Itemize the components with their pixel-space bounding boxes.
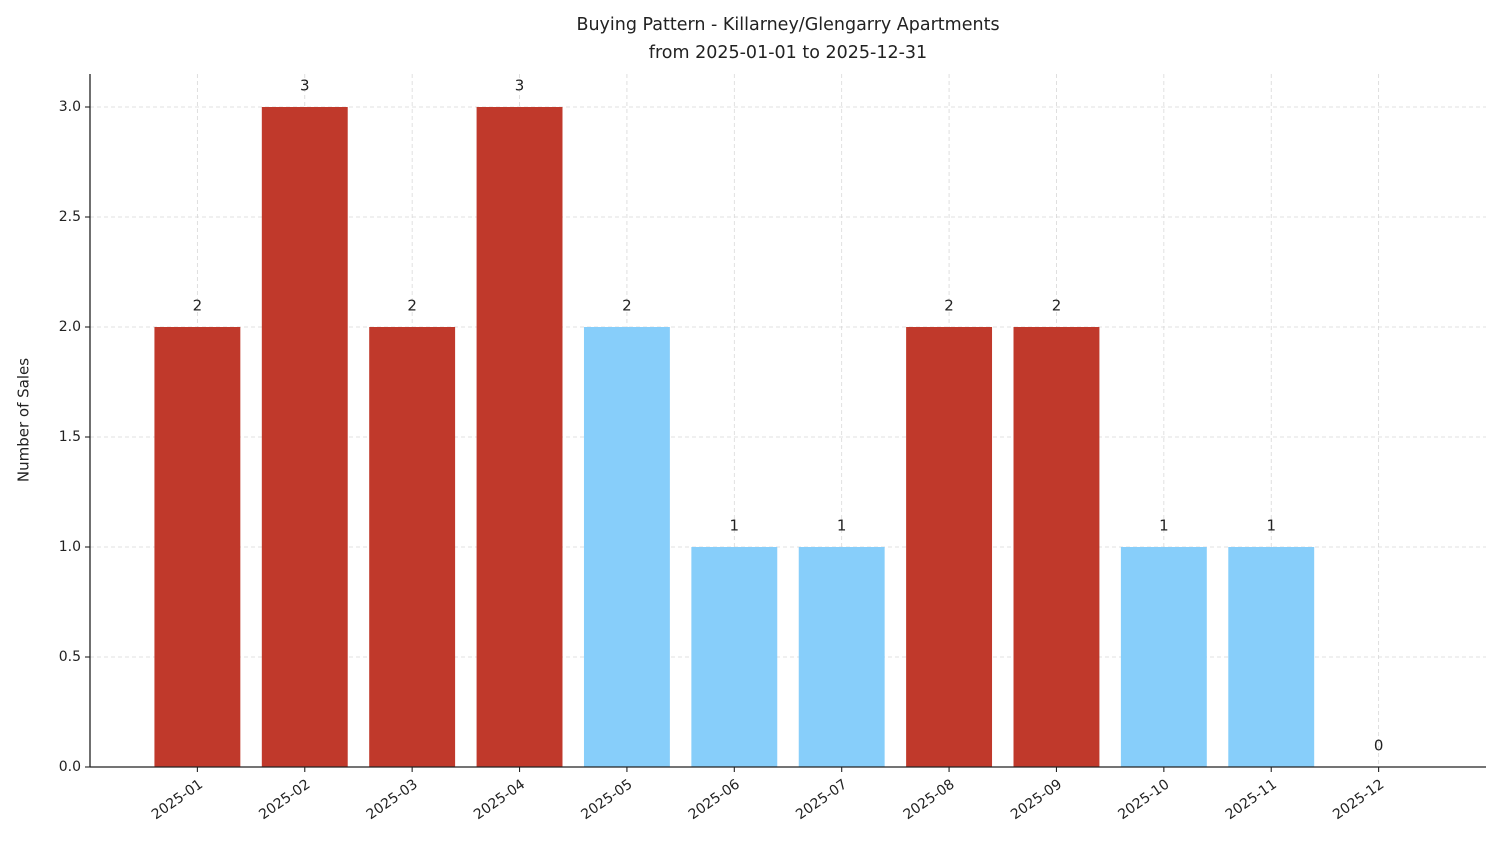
x-tick-label: 2025-09 bbox=[1008, 776, 1065, 823]
y-tick-label: 1.0 bbox=[59, 539, 81, 555]
x-tick-label: 2025-12 bbox=[1330, 776, 1387, 823]
bar bbox=[1228, 547, 1315, 767]
data-label: 1 bbox=[837, 517, 847, 535]
data-label: 3 bbox=[515, 77, 525, 95]
y-tick-label: 1.5 bbox=[59, 429, 81, 445]
bar bbox=[798, 547, 885, 767]
chart-title: Buying Pattern - Killarney/Glengarry Apa… bbox=[576, 15, 999, 35]
x-tick-label: 2025-08 bbox=[901, 776, 958, 823]
data-label: 2 bbox=[193, 297, 203, 315]
bar bbox=[261, 107, 348, 767]
x-tick-label: 2025-10 bbox=[1115, 776, 1172, 823]
x-tick-label: 2025-06 bbox=[686, 776, 743, 823]
x-tick-label: 2025-07 bbox=[793, 776, 850, 823]
bar bbox=[1120, 547, 1207, 767]
bar bbox=[1013, 327, 1100, 767]
x-tick-label: 2025-11 bbox=[1223, 776, 1280, 823]
data-label: 1 bbox=[1266, 517, 1276, 535]
y-tick-label: 0.0 bbox=[59, 759, 81, 775]
data-label: 1 bbox=[1159, 517, 1169, 535]
data-label: 2 bbox=[622, 297, 632, 315]
x-tick-label: 2025-01 bbox=[149, 776, 206, 823]
x-tick-label: 2025-04 bbox=[471, 776, 528, 823]
x-tick-label: 2025-03 bbox=[364, 776, 421, 823]
y-tick-label: 2.5 bbox=[59, 209, 81, 225]
x-tick-label: 2025-05 bbox=[578, 776, 635, 823]
x-tick-label: 2025-02 bbox=[256, 776, 313, 823]
data-label: 0 bbox=[1374, 737, 1384, 755]
bar bbox=[906, 327, 993, 767]
chart-subtitle: from 2025-01-01 to 2025-12-31 bbox=[649, 43, 927, 63]
data-label: 2 bbox=[407, 297, 417, 315]
data-label: 2 bbox=[944, 297, 954, 315]
bar bbox=[691, 547, 778, 767]
y-tick-label: 3.0 bbox=[59, 99, 81, 115]
data-label: 1 bbox=[730, 517, 740, 535]
y-axis-label: Number of Sales bbox=[15, 358, 33, 482]
bar bbox=[154, 327, 241, 767]
bar bbox=[369, 327, 456, 767]
y-tick-label: 2.0 bbox=[59, 319, 81, 335]
y-tick-label: 0.5 bbox=[59, 649, 81, 665]
data-label: 3 bbox=[300, 77, 310, 95]
bar bbox=[583, 327, 670, 767]
data-label: 2 bbox=[1052, 297, 1062, 315]
bar bbox=[476, 107, 563, 767]
